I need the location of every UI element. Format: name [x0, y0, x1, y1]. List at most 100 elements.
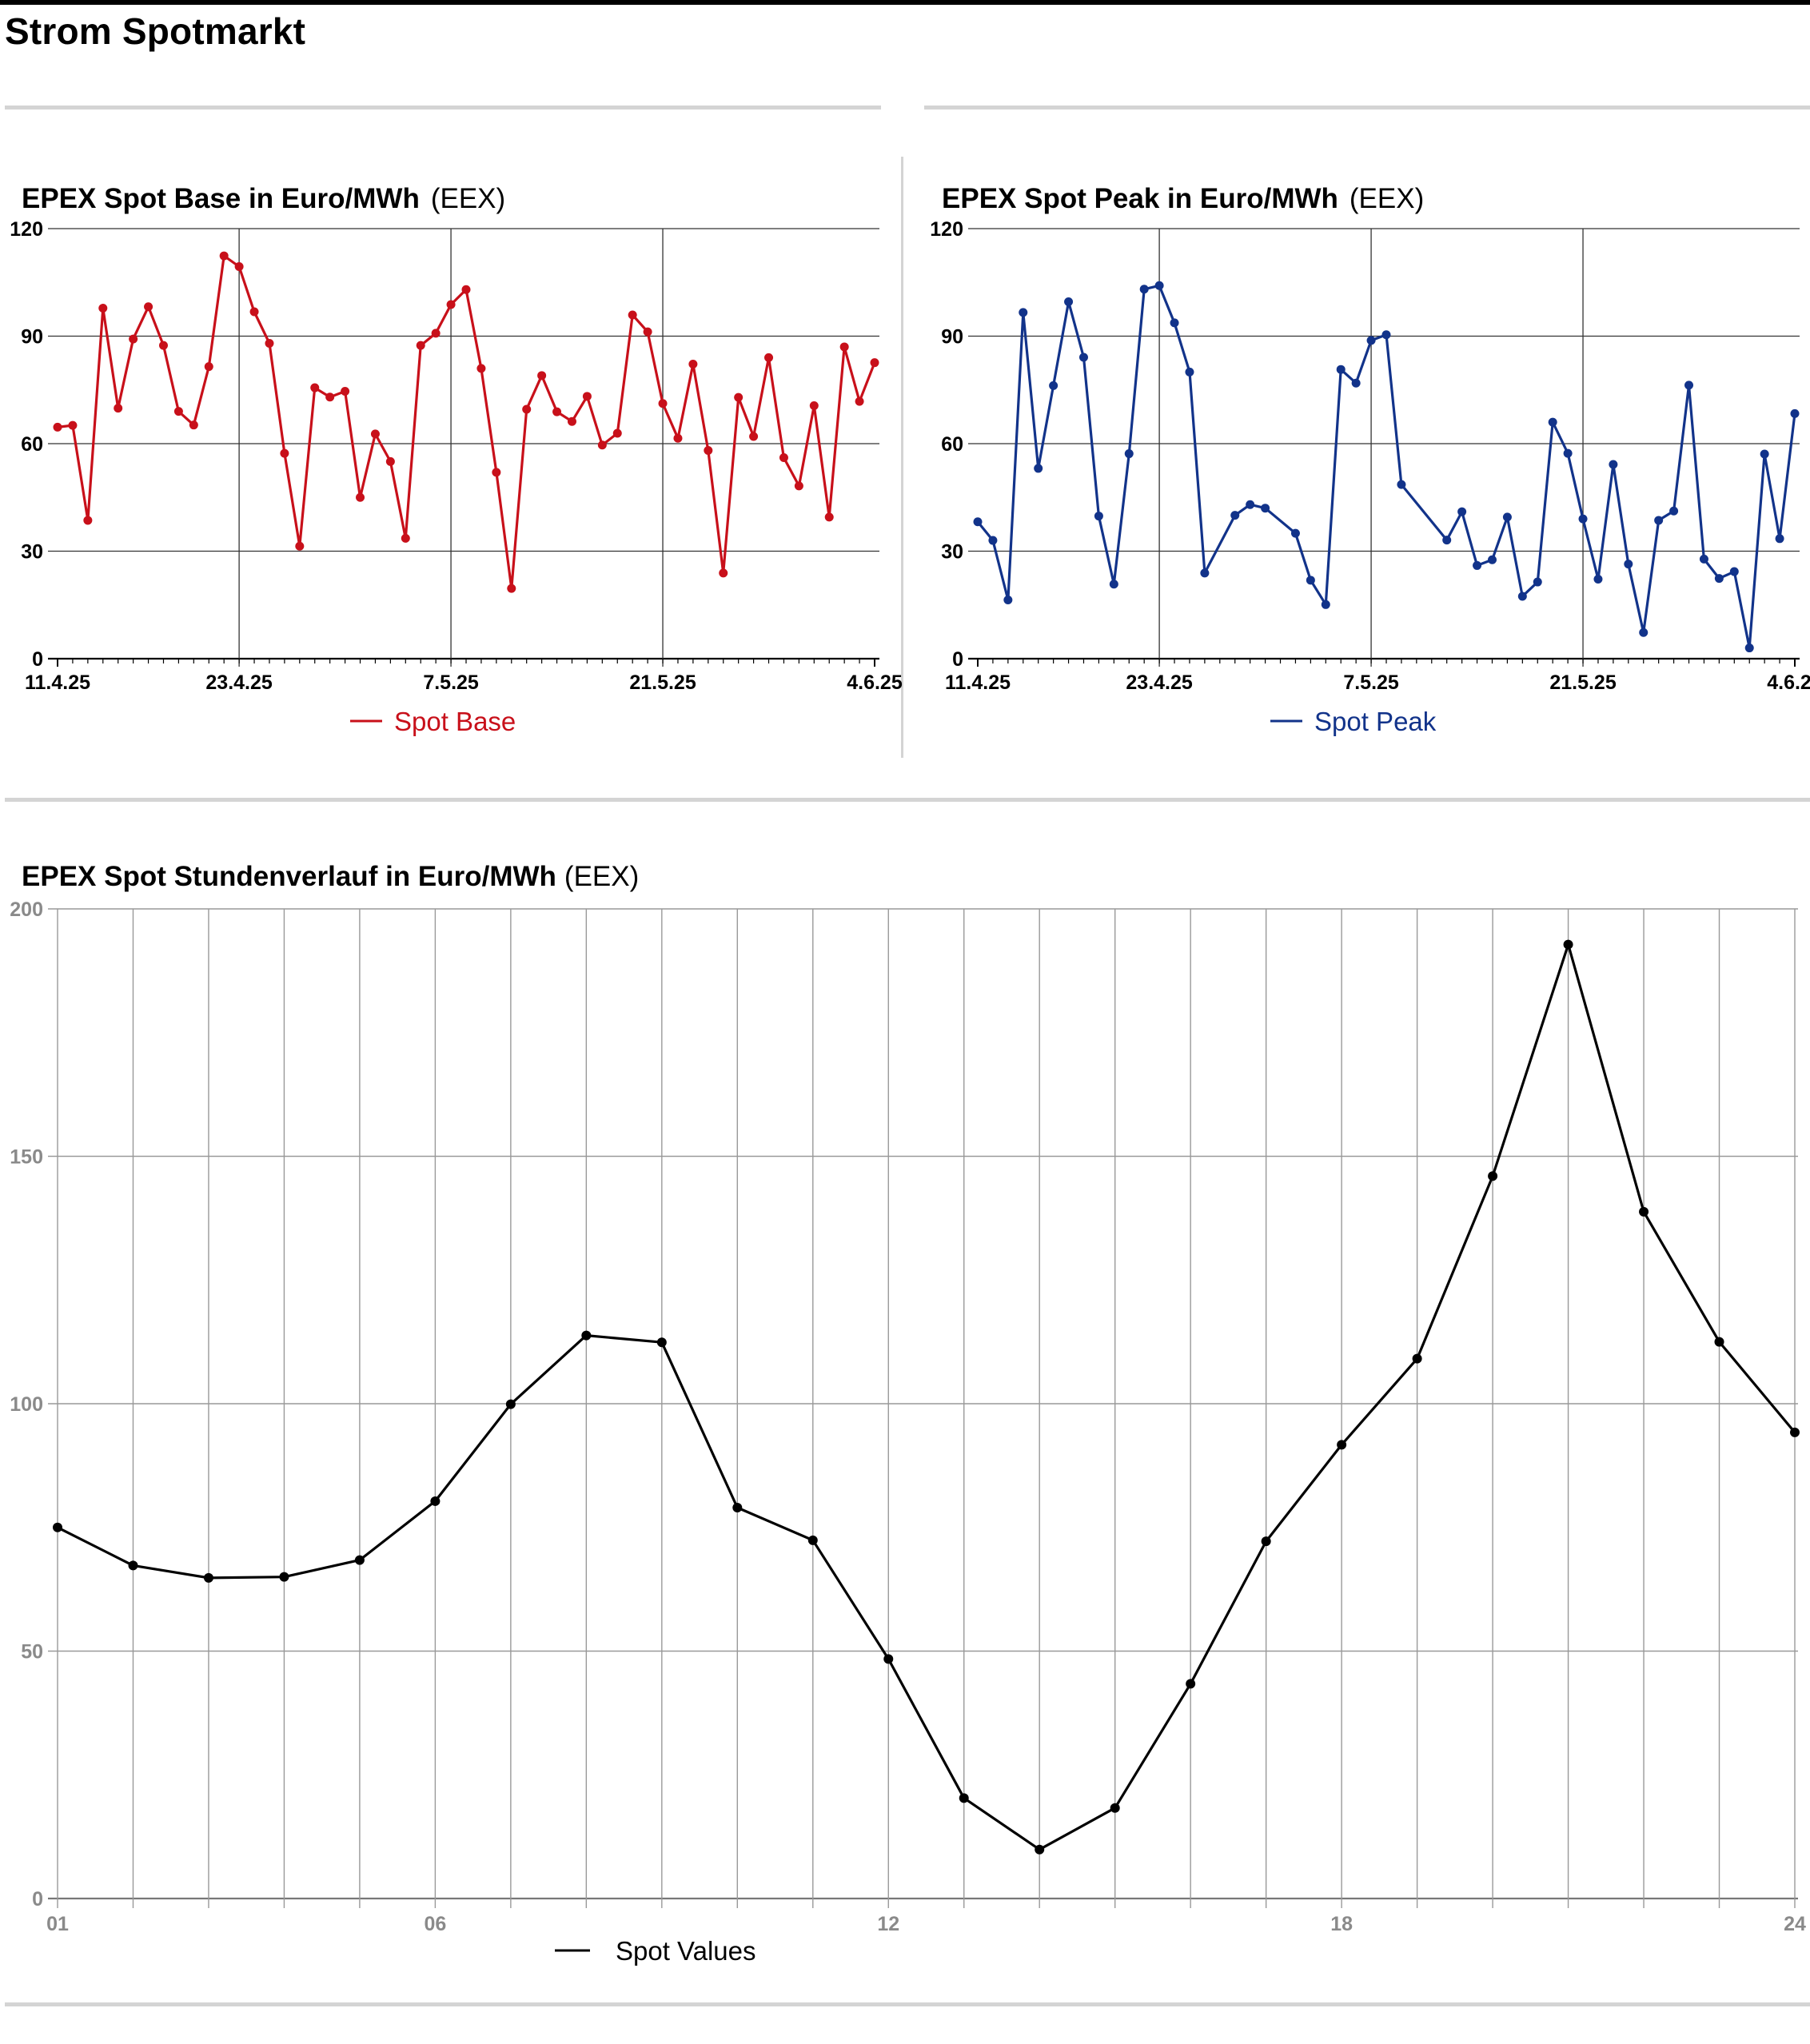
data-point [1035, 1844, 1045, 1855]
chart-title: EPEX Spot Base in Euro/MWh (EEX) [22, 183, 505, 214]
data-point [719, 568, 728, 578]
data-point [807, 1535, 818, 1545]
data-point [1517, 592, 1527, 601]
y-tick-label: 90 [21, 326, 43, 349]
data-point [870, 358, 879, 368]
chart-source: (EEX) [431, 183, 505, 214]
data-point [764, 353, 774, 362]
data-point [1019, 308, 1028, 317]
data-point [597, 440, 607, 450]
data-point [1139, 285, 1149, 294]
data-point [522, 404, 532, 414]
x-tick-label: 23.4.25 [205, 671, 273, 694]
data-point [356, 492, 365, 502]
data-point [430, 1496, 441, 1506]
data-point [144, 302, 153, 312]
data-point [824, 512, 834, 522]
y-tick-label: 120 [930, 218, 963, 241]
data-point [1109, 580, 1118, 589]
x-tick-label: 7.5.25 [1343, 671, 1399, 694]
data-point [1381, 330, 1391, 340]
data-point [234, 262, 244, 272]
data-point [628, 310, 637, 320]
data-point [1548, 417, 1557, 427]
data-point [1412, 1353, 1422, 1364]
page-title: Strom Spotmarkt [5, 10, 306, 52]
data-point [401, 533, 410, 543]
data-point [779, 452, 788, 462]
data-point [567, 416, 576, 426]
data-point [98, 304, 108, 313]
data-point [673, 433, 683, 443]
data-point [505, 1399, 516, 1409]
data-point [1078, 353, 1088, 362]
legend-label: Spot Base [394, 707, 516, 736]
data-point [370, 429, 380, 439]
data-point [385, 456, 395, 466]
data-point [688, 359, 698, 369]
data-point [1200, 568, 1210, 578]
data-point [809, 400, 819, 410]
data-point [1397, 480, 1406, 489]
chart-source: (EEX) [564, 861, 639, 892]
chart-source: (EEX) [1350, 183, 1424, 214]
data-point [476, 364, 486, 373]
data-point [1563, 448, 1573, 458]
data-point [973, 517, 983, 527]
data-point [1563, 939, 1573, 950]
y-tick-label: 30 [21, 541, 43, 564]
y-tick-label: 90 [941, 326, 963, 349]
data-point [794, 481, 803, 491]
data-point [1790, 408, 1800, 418]
data-point [1170, 318, 1179, 328]
data-point [1230, 511, 1240, 520]
data-point [203, 1572, 213, 1583]
x-tick-label: 18 [1330, 1913, 1353, 1935]
data-point [1775, 534, 1784, 544]
top-border [0, 0, 1810, 5]
chart-title-text: EPEX Spot Peak in Euro/MWh [942, 183, 1338, 214]
data-point [1094, 512, 1103, 521]
data-point [295, 541, 305, 551]
data-point [492, 468, 501, 477]
data-point [53, 422, 62, 432]
x-tick-label: 4.6.25 [847, 671, 903, 694]
data-point [158, 341, 168, 350]
y-tick-label: 0 [952, 648, 963, 671]
data-point [959, 1793, 969, 1803]
data-point [1593, 574, 1603, 584]
data-point [1639, 628, 1649, 637]
x-tick-label: 01 [46, 1913, 69, 1935]
x-tick-label: 11.4.25 [25, 671, 90, 694]
data-point [446, 300, 456, 309]
y-tick-label: 60 [941, 433, 963, 456]
data-point [704, 446, 713, 456]
data-point [1760, 449, 1769, 459]
y-tick-label: 0 [32, 648, 43, 671]
data-point [581, 1330, 592, 1341]
data-point [552, 407, 562, 416]
data-point [53, 1522, 62, 1532]
data-point [1185, 367, 1194, 377]
data-point [883, 1654, 894, 1664]
data-point [1578, 514, 1588, 524]
data-point [1351, 378, 1361, 388]
data-point [1473, 560, 1482, 570]
x-tick-label: 21.5.25 [629, 671, 696, 694]
chart-title-text: EPEX Spot Base in Euro/MWh [22, 183, 420, 214]
data-point [114, 404, 123, 413]
data-point [310, 383, 320, 392]
x-tick-label: 23.4.25 [1126, 671, 1193, 694]
data-point [734, 392, 744, 402]
data-point [1366, 336, 1376, 345]
x-tick-label: 7.5.25 [423, 671, 479, 694]
y-tick-label: 50 [21, 1641, 43, 1663]
data-point [341, 387, 350, 396]
data-point [507, 584, 516, 593]
data-point [1321, 600, 1330, 609]
legend-label: Spot Peak [1314, 707, 1437, 736]
data-point [416, 341, 425, 350]
data-point [1124, 449, 1134, 459]
data-point [612, 428, 622, 438]
